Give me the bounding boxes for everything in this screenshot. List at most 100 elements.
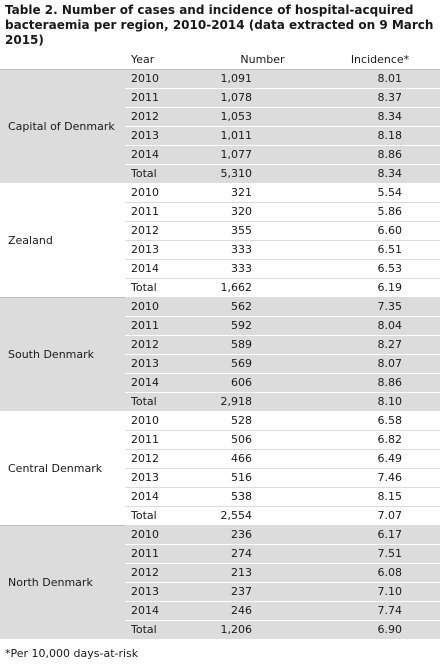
table-row: 2011 1,078 8.37: [0, 88, 440, 108]
incidence-cell: 7.35: [320, 297, 440, 317]
incidence-cell: 8.18: [320, 126, 440, 146]
number-cell: 2,554: [205, 506, 320, 526]
year-cell: 2011: [125, 544, 205, 564]
incidence-cell: 5.54: [320, 183, 440, 203]
number-cell: 2,918: [205, 392, 320, 412]
region-group: South Denmark 2010 562 7.35 2011 592 8.04 2012 5…: [0, 297, 440, 412]
region-header: [0, 51, 125, 70]
table-row: Capital of Denmark 2010 1,091 8.01: [0, 69, 440, 184]
table-row: 2014 333 6.53: [0, 259, 440, 279]
incidence-cell: 8.07: [320, 354, 440, 374]
total-row: Total 1,206 6.90: [0, 620, 440, 640]
year-cell: 2012: [125, 335, 205, 355]
region-name: Capital of Denmark: [0, 69, 125, 184]
region-name: Central Denmark: [0, 411, 125, 526]
table-row: 2012 589 8.27: [0, 335, 440, 355]
year-cell: 2012: [125, 107, 205, 127]
number-cell: 213: [205, 563, 320, 583]
table-row: 2013 237 7.10: [0, 582, 440, 602]
table-row: 2014 1,077 8.86: [0, 145, 440, 165]
number-cell: 538: [205, 487, 320, 507]
year-cell: 2012: [125, 221, 205, 241]
table-row: South Denmark 2010 562 7.35: [0, 297, 440, 412]
table-row: 2011 592 8.04: [0, 316, 440, 336]
region-group: Capital of Denmark 2010 1,091 8.01 2011 1,078…: [0, 69, 440, 184]
bacteraemia-table: Year Number Incidence* Capital of Denmar…: [0, 51, 440, 640]
incidence-cell: 8.10: [320, 392, 440, 412]
number-cell: 274: [205, 544, 320, 564]
year-cell: 2010: [125, 183, 205, 203]
year-cell: 2013: [125, 468, 205, 488]
incidence-cell: 7.46: [320, 468, 440, 488]
incidence-cell: 8.34: [320, 164, 440, 184]
table-row: 2014 246 7.74: [0, 601, 440, 621]
number-cell: 569: [205, 354, 320, 374]
total-row: Total 5,310 8.34: [0, 164, 440, 184]
year-cell: Total: [125, 620, 205, 640]
region-name: South Denmark: [0, 297, 125, 412]
number-cell: 466: [205, 449, 320, 469]
incidence-cell: 6.82: [320, 430, 440, 450]
number-cell: 1,206: [205, 620, 320, 640]
incidence-cell: 8.37: [320, 88, 440, 108]
table-row: 2011 274 7.51: [0, 544, 440, 564]
table-row: Zealand 2010 321 5.54: [0, 183, 440, 298]
number-cell: 355: [205, 221, 320, 241]
region-group: Zealand 2010 321 5.54 2011 320 5.86 2012 355 6.60…: [0, 183, 440, 298]
year-cell: 2014: [125, 601, 205, 621]
year-cell: 2011: [125, 316, 205, 336]
table-row: 2012 213 6.08: [0, 563, 440, 583]
number-cell: 333: [205, 259, 320, 279]
number-cell: 516: [205, 468, 320, 488]
incidence-cell: 6.58: [320, 411, 440, 431]
incidence-cell: 8.01: [320, 69, 440, 89]
year-cell: 2013: [125, 354, 205, 374]
table-row: Central Denmark 2010 528 6.58: [0, 411, 440, 526]
incidence-cell: 8.86: [320, 145, 440, 165]
number-cell: 1,053: [205, 107, 320, 127]
incidence-cell: 6.53: [320, 259, 440, 279]
incidence-cell: 8.86: [320, 373, 440, 393]
number-cell: 5,310: [205, 164, 320, 184]
total-row: Total 2,554 7.07: [0, 506, 440, 526]
year-cell: 2010: [125, 297, 205, 317]
number-cell: 592: [205, 316, 320, 336]
year-cell: 2011: [125, 430, 205, 450]
year-cell: 2010: [125, 69, 205, 89]
incidence-cell: 6.60: [320, 221, 440, 241]
incidence-cell: 7.51: [320, 544, 440, 564]
number-cell: 528: [205, 411, 320, 431]
year-cell: 2014: [125, 487, 205, 507]
table-title: Table 2. Number of cases and incidence o…: [5, 3, 434, 47]
region-group: North Denmark 2010 236 6.17 2011 274 7.51 2012 2…: [0, 525, 440, 640]
number-cell: 320: [205, 202, 320, 222]
year-cell: 2014: [125, 145, 205, 165]
incidence-cell: 7.74: [320, 601, 440, 621]
table-row: 2013 1,011 8.18: [0, 126, 440, 146]
number-header: Number: [205, 51, 320, 70]
table-row: North Denmark 2010 236 6.17: [0, 525, 440, 640]
number-cell: 589: [205, 335, 320, 355]
number-cell: 1,091: [205, 69, 320, 89]
incidence-header: Incidence*: [320, 51, 440, 70]
year-cell: 2014: [125, 373, 205, 393]
incidence-cell: 6.49: [320, 449, 440, 469]
year-cell: 2010: [125, 411, 205, 431]
incidence-cell: 5.86: [320, 202, 440, 222]
year-cell: 2012: [125, 563, 205, 583]
table-row: 2013 516 7.46: [0, 468, 440, 488]
incidence-cell: 8.15: [320, 487, 440, 507]
number-cell: 246: [205, 601, 320, 621]
number-cell: 333: [205, 240, 320, 260]
year-header: Year: [125, 51, 205, 70]
year-cell: 2014: [125, 259, 205, 279]
region-name: Zealand: [0, 183, 125, 298]
incidence-cell: 8.34: [320, 107, 440, 127]
year-cell: 2012: [125, 449, 205, 469]
incidence-cell: 7.07: [320, 506, 440, 526]
incidence-cell: 6.90: [320, 620, 440, 640]
number-cell: 1,662: [205, 278, 320, 298]
number-cell: 321: [205, 183, 320, 203]
year-cell: Total: [125, 164, 205, 184]
header-row: Year Number Incidence*: [0, 51, 440, 70]
